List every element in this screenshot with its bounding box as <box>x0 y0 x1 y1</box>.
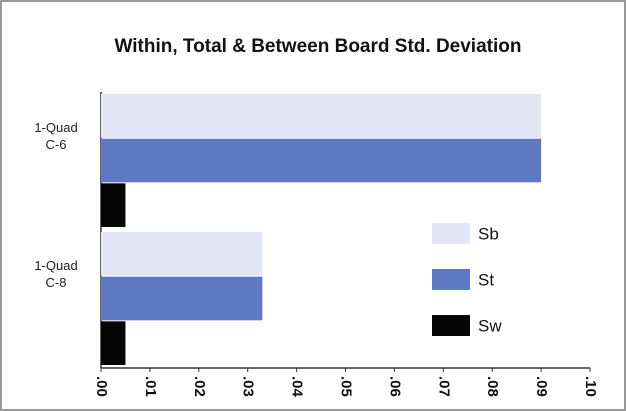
x-tick-label: .00 <box>93 376 110 397</box>
bar <box>101 138 542 183</box>
x-tick-label: .09 <box>533 376 550 397</box>
x-tick-label: .04 <box>289 376 306 398</box>
bar <box>101 276 263 321</box>
x-tick-label: .01 <box>142 376 159 397</box>
legend-label: Sb <box>478 224 499 243</box>
bar <box>101 321 126 365</box>
legend-swatch <box>432 223 470 244</box>
legend-swatch <box>432 269 470 290</box>
x-tick-label: .06 <box>386 376 403 397</box>
x-tick-label: .10 <box>582 376 599 397</box>
category-label: 1-Quad C-6 <box>34 120 78 152</box>
bar <box>101 94 542 138</box>
x-tick-label: .08 <box>484 376 501 397</box>
x-tick-label: .02 <box>191 376 208 397</box>
x-tick-label: .05 <box>338 376 355 397</box>
bar <box>101 232 263 276</box>
x-tick-label: .07 <box>435 376 452 397</box>
chart-title: Within, Total & Between Board Std. Devia… <box>115 36 522 57</box>
category-label: 1-Quad C-8 <box>34 258 78 290</box>
legend-label: Sw <box>478 316 502 335</box>
legend-swatch <box>432 315 470 336</box>
x-tick-label: .03 <box>240 376 257 397</box>
legend-label: St <box>478 270 494 289</box>
bar <box>101 183 126 227</box>
